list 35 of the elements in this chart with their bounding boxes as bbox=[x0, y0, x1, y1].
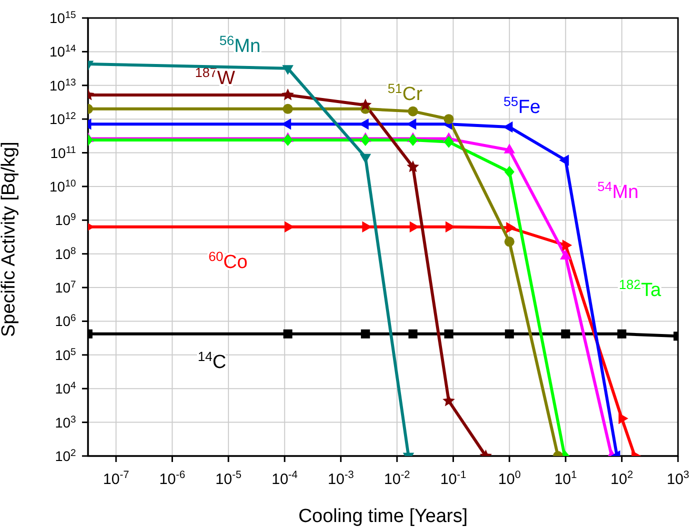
x-tick-label: 10$^{3}$ bbox=[666, 469, 690, 488]
x-tick-label: 10$^{-7}$ bbox=[103, 469, 130, 488]
y-tick-label: 10$^{3}$ bbox=[54, 414, 77, 430]
y-tick-label: 10$^{6}$ bbox=[54, 312, 77, 330]
y-tick-label: 10$^{2}$ bbox=[54, 448, 76, 464]
x-tick-label: 10$^{-2}$ bbox=[384, 469, 410, 488]
y-axis-title: Specific Activity [Bq/kg] bbox=[0, 142, 20, 337]
y-tick-label: 10$^{12}$ bbox=[50, 110, 76, 128]
y-tick-label: 10$^{5}$ bbox=[54, 346, 77, 363]
x-tick-label: 10$^{2}$ bbox=[610, 469, 634, 488]
x-tick-label: 10$^{-6}$ bbox=[159, 469, 186, 488]
y-tick-label: 10$^{14}$ bbox=[50, 43, 77, 60]
x-tick-label: 10$^{-3}$ bbox=[328, 469, 354, 488]
x-tick-label: 10$^{1}$ bbox=[554, 469, 578, 488]
text: $^{182}$Ta bbox=[618, 276, 662, 301]
text: $^{54}$Mn bbox=[597, 178, 639, 203]
series-label: $^{51}$Cr bbox=[388, 80, 424, 105]
series-label: $^{55}$Fe bbox=[504, 94, 540, 118]
y-tick-label: 10$^{9}$ bbox=[54, 212, 76, 228]
y-tick-label: 10$^{11}$ bbox=[50, 144, 76, 161]
x-tick-label: 10$^{-5}$ bbox=[215, 469, 242, 488]
x-tick-label: 10$^{-4}$ bbox=[272, 469, 298, 488]
x-tick-label: 10$^{0}$ bbox=[498, 469, 521, 488]
series-label: $^{187}$W bbox=[194, 64, 236, 89]
x-axis-title: Cooling time [Years] bbox=[298, 506, 468, 527]
y-tick-label: 10$^{8}$ bbox=[54, 245, 77, 262]
y-tick-label: 10$^{10}$ bbox=[50, 178, 77, 194]
y-tick-label: 10$^{7}$ bbox=[54, 279, 76, 296]
y-tick-label: 10$^{13}$ bbox=[50, 76, 77, 94]
series-label: $^{60}$Co bbox=[208, 248, 248, 273]
y-tick-label: 10$^{15}$ bbox=[50, 10, 77, 26]
x-tick-label: 10$^{-1}$ bbox=[440, 469, 466, 488]
series-label: $^{56}$Mn bbox=[219, 32, 261, 57]
series-label: $^{14}$C bbox=[198, 348, 226, 373]
y-tick-label: 10$^{4}$ bbox=[54, 380, 77, 397]
